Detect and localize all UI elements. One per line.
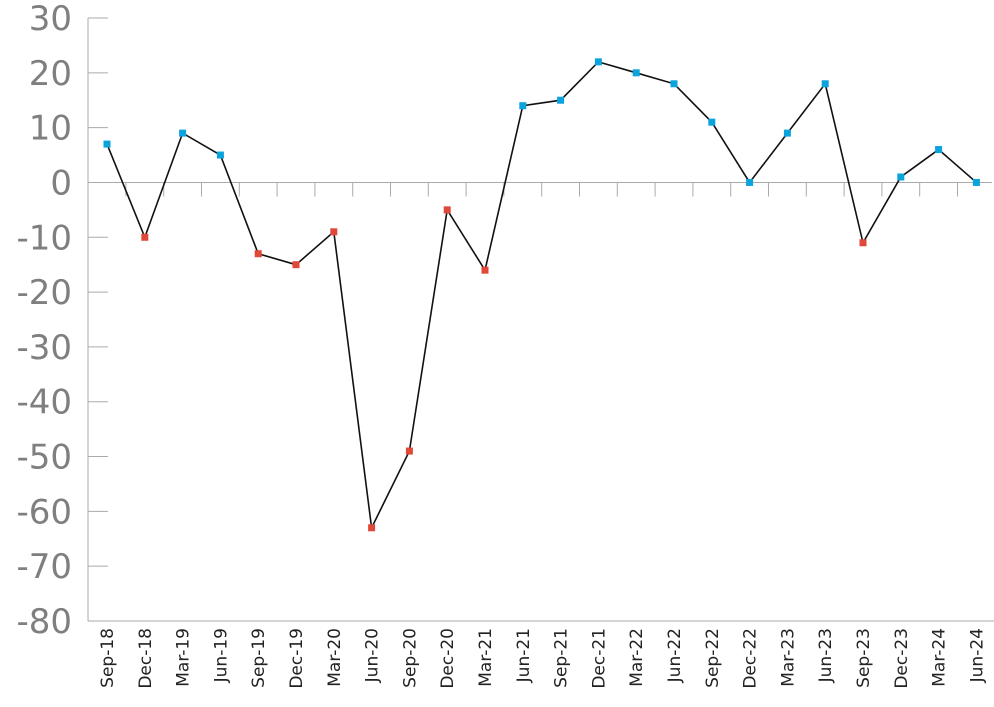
x-tick-label: Mar-23 xyxy=(778,628,798,687)
y-tick-label: -80 xyxy=(16,602,72,642)
data-point xyxy=(103,140,111,148)
x-tick-label: Dec-21 xyxy=(589,628,609,689)
y-tick-label: -70 xyxy=(16,547,72,587)
data-point xyxy=(821,80,829,88)
x-tick-label: Dec-19 xyxy=(287,628,307,689)
data-point xyxy=(292,261,300,269)
data-point xyxy=(368,524,376,532)
y-axis: 30 20 10 0 -10 -20 -30 -40 -50 -60 -70 -80 xyxy=(16,0,108,642)
x-tick-label: Sep-18 xyxy=(98,628,118,688)
y-tick-label: -40 xyxy=(16,383,72,423)
x-tick-label: Sep-22 xyxy=(703,628,723,688)
data-point xyxy=(783,129,791,137)
data-point xyxy=(330,228,338,236)
data-point xyxy=(594,58,602,66)
x-tick-label: Sep-20 xyxy=(400,628,420,688)
y-tick-label: -20 xyxy=(16,273,72,313)
x-tick-label: Jun-24 xyxy=(967,628,987,683)
data-point xyxy=(519,102,527,110)
data-point xyxy=(708,118,716,126)
x-axis: Sep-18 Dec-18 Mar-19 Jun-19 Sep-19 Dec-19 Mar-… xyxy=(88,181,994,689)
series-line xyxy=(106,60,977,531)
data-point xyxy=(481,266,489,274)
x-tick-label: Dec-22 xyxy=(741,628,761,689)
series-group xyxy=(103,58,980,532)
x-tick-label: Jun-22 xyxy=(665,628,685,683)
x-tick-label: Mar-22 xyxy=(627,628,647,687)
x-tick-label: Jun-21 xyxy=(514,628,534,683)
data-point xyxy=(746,178,754,186)
y-tick-label: 10 xyxy=(29,109,72,149)
y-tick-label: -60 xyxy=(16,492,72,532)
x-tick-label: Dec-23 xyxy=(892,628,912,689)
x-tick-label: Mar-21 xyxy=(476,628,496,687)
data-point xyxy=(972,178,980,186)
x-tick-label: Sep-19 xyxy=(249,628,269,688)
data-point xyxy=(179,129,187,137)
y-tick-label: 0 xyxy=(50,163,72,203)
x-tick-label: Mar-24 xyxy=(930,628,950,687)
x-tick-label: Sep-23 xyxy=(854,628,874,688)
x-tick-label: Mar-19 xyxy=(174,628,194,687)
y-tick-label: 20 xyxy=(29,54,72,94)
data-point xyxy=(859,239,867,247)
data-point xyxy=(216,151,224,159)
data-point xyxy=(405,447,413,455)
data-point xyxy=(141,233,149,241)
x-tick-label: Mar-20 xyxy=(325,628,345,687)
x-tick-label: Jun-23 xyxy=(816,628,836,683)
data-point xyxy=(557,96,565,104)
y-tick-label: -10 xyxy=(16,218,72,258)
data-point xyxy=(935,146,943,154)
data-point xyxy=(897,173,905,181)
y-tick-label: -50 xyxy=(16,438,72,478)
x-tick-label: Jun-19 xyxy=(211,628,231,683)
y-tick-label: 30 xyxy=(29,0,72,39)
data-point xyxy=(670,80,678,88)
x-tick-label: Dec-18 xyxy=(136,628,156,689)
x-tick-label: Sep-21 xyxy=(552,628,572,688)
data-point xyxy=(254,250,262,258)
data-point xyxy=(632,69,640,77)
y-tick-label: -30 xyxy=(16,328,72,368)
data-point xyxy=(443,206,451,214)
x-tick-label: Dec-20 xyxy=(438,628,458,689)
x-tick-label: Jun-20 xyxy=(363,628,383,683)
